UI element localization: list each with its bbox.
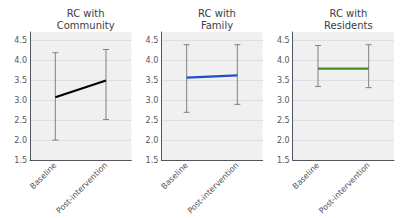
svg-text:1.5: 1.5 [146,156,159,165]
svg-text:2.5: 2.5 [277,116,290,125]
svg-text:Community: Community [57,20,115,31]
svg-text:3.0: 3.0 [146,96,159,105]
svg-text:Baseline: Baseline [160,161,190,191]
svg-text:3.0: 3.0 [14,96,27,105]
svg-text:3.5: 3.5 [146,76,159,85]
svg-text:Residents: Residents [324,20,373,31]
svg-text:2.5: 2.5 [14,116,27,125]
svg-text:Post-intervention: Post-intervention [186,161,241,216]
svg-text:2.0: 2.0 [14,136,27,145]
svg-text:4.5: 4.5 [14,36,27,45]
svg-text:4.0: 4.0 [14,56,27,65]
svg-text:Baseline: Baseline [291,161,321,191]
svg-text:Family: Family [201,20,233,31]
svg-text:4.0: 4.0 [277,56,290,65]
svg-text:4.5: 4.5 [146,36,159,45]
svg-text:Baseline: Baseline [28,161,58,191]
svg-text:RC with: RC with [329,8,367,19]
svg-text:1.5: 1.5 [277,156,290,165]
svg-text:3.5: 3.5 [277,76,290,85]
svg-text:1.5: 1.5 [14,156,27,165]
svg-text:4.0: 4.0 [146,56,159,65]
svg-text:2.0: 2.0 [277,136,290,145]
svg-text:2.5: 2.5 [146,116,159,125]
svg-text:2.0: 2.0 [146,136,159,145]
svg-text:Post-intervention: Post-intervention [55,161,110,216]
svg-text:RC with: RC with [198,8,236,19]
svg-text:RC with: RC with [67,8,105,19]
svg-text:4.5: 4.5 [277,36,290,45]
svg-text:3.0: 3.0 [277,96,290,105]
svg-text:3.5: 3.5 [14,76,27,85]
svg-text:Post-intervention: Post-intervention [317,161,372,216]
